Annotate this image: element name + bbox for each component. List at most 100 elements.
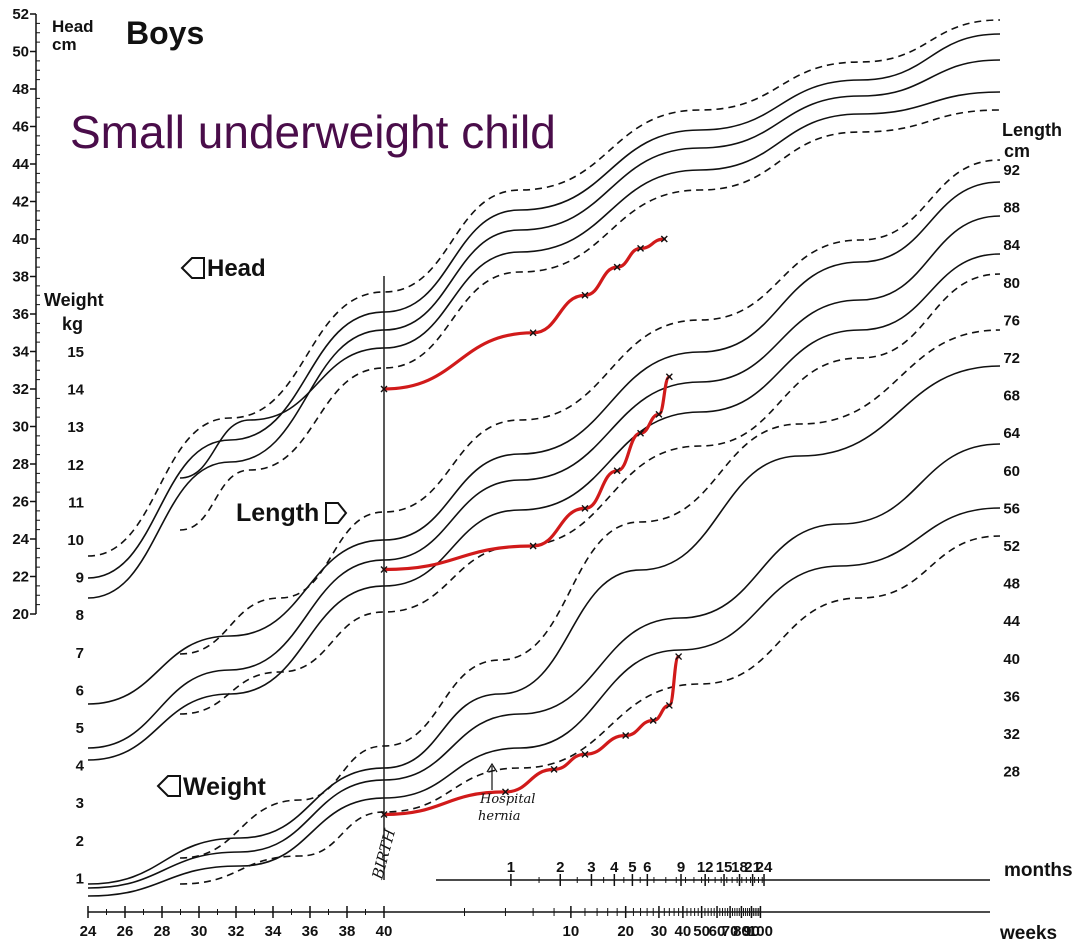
- weight-axis-tick-label: 5: [76, 720, 84, 737]
- head-axis-tick-label: 28: [12, 456, 29, 473]
- child-length-point: [529, 542, 537, 550]
- weight-axis-tick-label: 7: [76, 645, 84, 662]
- child-weight-line: [382, 655, 681, 817]
- length-axis-tick-label: 56: [1003, 500, 1020, 517]
- months-axis-tick-label: 6: [643, 859, 651, 876]
- head-axis-tick-label: 26: [12, 494, 29, 511]
- head-centile-10: [179, 91, 1001, 479]
- chart-title: Small underweight child: [70, 106, 556, 158]
- weight-axis-tick-label: 13: [67, 419, 84, 436]
- child-length-point: [613, 467, 621, 475]
- months-axis-tick-label: 1: [507, 859, 515, 876]
- child-length-point: [665, 373, 673, 381]
- head-axis-tick-label: 46: [12, 119, 29, 136]
- weeks-axis-tick-label: 60: [709, 923, 726, 940]
- length-axis-tick-label: 88: [1003, 200, 1020, 217]
- weight-axis-tick-label: 1: [76, 870, 84, 887]
- head-axis-minor-ticks: [36, 22, 40, 606]
- head-axis-tick-label: 52: [12, 6, 29, 23]
- child-weight-point: [675, 653, 683, 661]
- head-axis-tick-label: 36: [12, 306, 29, 323]
- note-arrowhead-icon: [486, 762, 498, 773]
- head-centile-50: [87, 59, 1001, 599]
- child-growth-marks: [380, 235, 683, 818]
- weight-axis-tick-label: 9: [76, 570, 84, 587]
- head-axis-tick-label: 24: [12, 531, 29, 548]
- length-axis-tick-label: 60: [1003, 463, 1020, 480]
- months-axis-label: months: [1004, 860, 1073, 881]
- head-axis-tick-label: 40: [12, 231, 29, 248]
- head-axis-tick-label: 30: [12, 419, 29, 436]
- child-length-point: [637, 429, 645, 437]
- head-axis-tick-label: 32: [12, 381, 29, 398]
- weight-axis-tick-label: 12: [67, 457, 84, 474]
- weeks-axis-tick-label: 80: [733, 923, 750, 940]
- head-axis-tick-label: 22: [12, 569, 29, 586]
- weeks-axis-tick-label: 38: [339, 923, 356, 940]
- head-axis-tick-label: 20: [12, 606, 29, 623]
- head-axis-tick-label: 44: [12, 156, 29, 173]
- weight-axis-tick-label: 11: [68, 494, 84, 511]
- weeks-axis-tick-label: 26: [117, 923, 134, 940]
- weight-centile-97: [179, 329, 1001, 859]
- length-curve-label: Length: [236, 499, 319, 527]
- weeks-axis-tick-label: 34: [265, 923, 282, 940]
- length-axis-tick-label: 36: [1003, 688, 1020, 705]
- length-centile-97: [179, 159, 1001, 655]
- child-length-point: [581, 504, 589, 512]
- reference-centile-curves: [87, 19, 1001, 897]
- chart-subtitle: Boys: [126, 15, 204, 51]
- weight-axis-tick-label: 3: [76, 795, 84, 812]
- child-head-point: [529, 329, 537, 337]
- length-axis-ticks: 92 88 84 80 76 72 68 64 60 56 52 48 44 40 36 32 28: [1003, 162, 1020, 781]
- length-centile-50: [87, 215, 1001, 749]
- child-length-point: [380, 566, 388, 573]
- head-axis-tick-label: 50: [12, 44, 29, 61]
- weeks-axis-tick-label: 50: [693, 923, 710, 940]
- head-axis-tick-label: 42: [12, 194, 29, 211]
- weeks-axis-tick-label: 40: [376, 923, 393, 940]
- length-axis-tick-label: 80: [1003, 275, 1020, 292]
- birth-label: BIRTH: [368, 826, 399, 882]
- length-axis-tick-label: 44: [1003, 613, 1020, 630]
- weight-axis-tick-label: 15: [67, 344, 84, 361]
- head-axis-tick-label: 48: [12, 81, 29, 98]
- head-axis-tick-label: 38: [12, 269, 29, 286]
- head-axis-tick-label: 34: [12, 344, 29, 361]
- weight-centile-3: [179, 535, 1001, 885]
- weight-centile-10: [87, 507, 1001, 897]
- note-line-2: hernia: [478, 809, 521, 824]
- child-weight-point: [622, 732, 630, 740]
- child-head-point: [581, 291, 589, 299]
- weeks-axis-tick-label: 24: [80, 923, 97, 940]
- child-length-point: [655, 410, 663, 418]
- weight-axis-tick-label: 14: [67, 382, 84, 399]
- head-centile-90: [87, 33, 1001, 579]
- months-axis-tick-label: 2: [556, 859, 564, 876]
- months-axis-tick-label: 21: [744, 859, 761, 876]
- length-axis-tick-label: 72: [1003, 350, 1020, 367]
- weight-centile-50: [87, 443, 1001, 889]
- months-axis-tick-label: 5: [628, 859, 636, 876]
- length-axis-tick-label: 76: [1003, 312, 1020, 329]
- length-axis-tick-label: 64: [1003, 425, 1020, 442]
- length-axis-label: Length: [1002, 120, 1062, 140]
- head-axis-unit: cm: [52, 35, 77, 54]
- length-centile-10: [87, 253, 1001, 761]
- head-centile-3: [179, 109, 1001, 531]
- child-head-point: [637, 244, 645, 252]
- length-axis-tick-label: 52: [1003, 538, 1020, 555]
- weight-axis-tick-label: 2: [76, 833, 84, 850]
- length-axis-tick-label: 48: [1003, 576, 1020, 593]
- weight-centile-90: [87, 365, 1001, 885]
- months-axis-tick-label: 18: [731, 859, 748, 876]
- child-growth-lines: [382, 237, 681, 817]
- weight-axis-ticks: 15 14 13 12 11 10 9 8 7 6 5 4 3 2 1: [67, 344, 84, 887]
- child-weight-point: [550, 765, 558, 773]
- child-head-point: [613, 263, 621, 271]
- length-axis-tick-label: 68: [1003, 388, 1020, 405]
- length-axis-unit: cm: [1004, 141, 1030, 161]
- weight-axis-tick-label: 8: [76, 607, 84, 624]
